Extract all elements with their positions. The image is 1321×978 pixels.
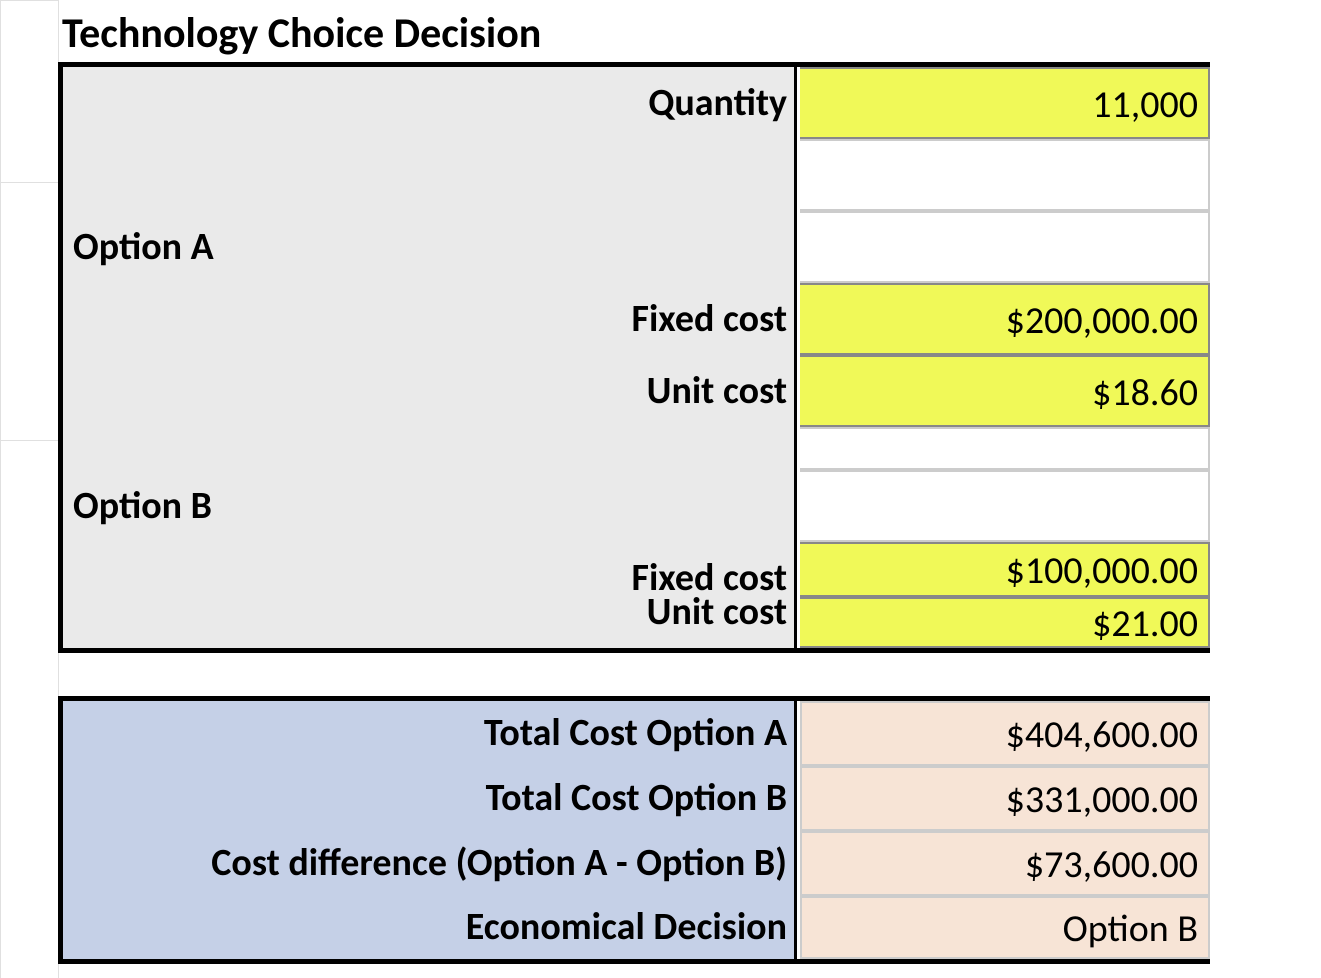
option-b-header: Option B <box>63 470 797 542</box>
input-label-column: Quantity Option A Fixed cost Unit cost O… <box>63 67 797 648</box>
output-label-column: Total Cost Option A Total Cost Option B … <box>63 701 797 959</box>
blank-cell-1[interactable] <box>800 139 1210 211</box>
option-a-fixed-cost-value[interactable]: $200,000.00 <box>800 283 1210 355</box>
cost-difference-value[interactable]: $73,600.00 <box>800 831 1210 896</box>
input-block: Quantity Option A Fixed cost Unit cost O… <box>58 62 1210 653</box>
title: Technology Choice Decision <box>62 8 541 59</box>
option-b-unit-cost-label: Unit cost <box>63 576 797 648</box>
option-a-unit-cost-label: Unit cost <box>63 355 797 427</box>
option-b-unit-cost-value[interactable]: $21.00 <box>800 597 1210 648</box>
total-cost-b-label: Total Cost Option B <box>63 766 797 831</box>
option-a-unit-cost-value[interactable]: $18.60 <box>800 355 1210 427</box>
option-a-header: Option A <box>63 211 797 283</box>
blank-cell-2[interactable] <box>800 211 1210 283</box>
cost-difference-label: Cost difference (Option A - Option B) <box>63 831 797 896</box>
total-cost-a-value[interactable]: $404,600.00 <box>800 701 1210 766</box>
blank-cell-3[interactable] <box>800 427 1210 470</box>
quantity-value[interactable]: 11,000 <box>800 67 1210 139</box>
option-a-fixed-cost-label: Fixed cost <box>63 283 797 355</box>
output-block: Total Cost Option A Total Cost Option B … <box>58 696 1210 964</box>
economical-decision-value[interactable]: Option B <box>800 896 1210 959</box>
quantity-label: Quantity <box>63 67 797 139</box>
economical-decision-label: Economical Decision <box>63 896 797 959</box>
option-b-fixed-cost-value[interactable]: $100,000.00 <box>800 542 1210 597</box>
total-cost-a-label: Total Cost Option A <box>63 701 797 766</box>
blank-cell-4[interactable] <box>800 470 1210 542</box>
total-cost-b-value[interactable]: $331,000.00 <box>800 766 1210 831</box>
